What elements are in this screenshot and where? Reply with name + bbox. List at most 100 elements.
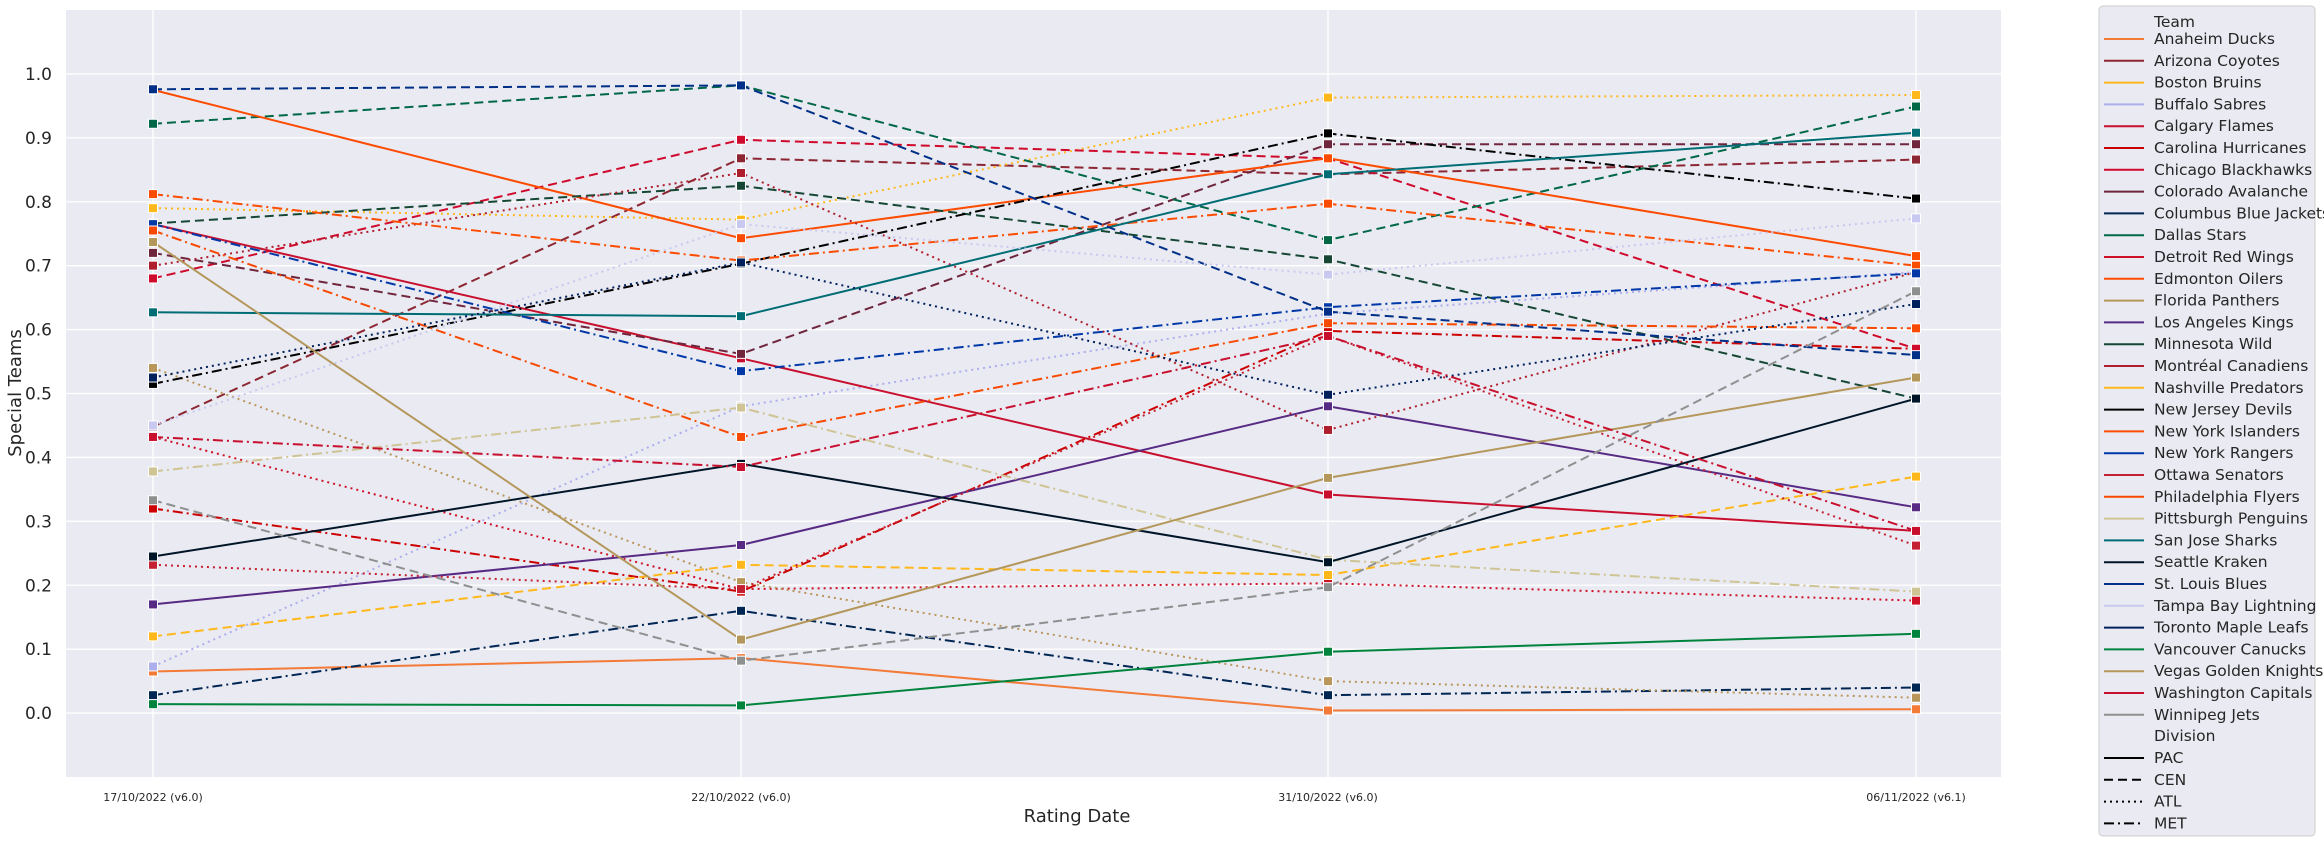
data-point xyxy=(1323,557,1333,568)
series-line xyxy=(152,657,1917,712)
data-point xyxy=(736,366,746,377)
data-point xyxy=(1911,286,1921,297)
series-vancouver-canucks xyxy=(148,628,1921,711)
data-point xyxy=(148,599,158,610)
grid xyxy=(66,10,2001,777)
data-point xyxy=(1911,471,1921,482)
data-point xyxy=(148,225,158,236)
series-st-louis-blues xyxy=(148,80,1921,361)
data-point xyxy=(736,134,746,145)
x-tick-label: 17/10/2022 (v6.0) xyxy=(103,791,202,804)
y-tick-label: 0.5 xyxy=(25,385,52,405)
data-point xyxy=(1323,570,1333,581)
series-line xyxy=(152,366,1917,699)
data-point xyxy=(148,466,158,477)
series-philadelphia-flyers xyxy=(148,225,1921,442)
data-point xyxy=(148,699,158,710)
y-tick-label: 0.1 xyxy=(25,640,52,660)
series-line xyxy=(152,131,1917,318)
data-point xyxy=(1911,90,1921,101)
data-point xyxy=(1323,646,1333,657)
data-point xyxy=(1911,682,1921,693)
data-point xyxy=(148,203,158,214)
legend-label: Vancouver Canucks xyxy=(2154,640,2306,658)
series-toronto-maple-leafs xyxy=(148,257,1921,400)
data-point xyxy=(148,362,158,373)
x-axis-label: Rating Date xyxy=(1024,806,1131,827)
data-point xyxy=(1323,424,1333,435)
legend-label: Philadelphia Flyers xyxy=(2154,488,2300,506)
series-line xyxy=(152,609,1917,697)
series-line xyxy=(152,84,1917,357)
legend-label: Montréal Canadiens xyxy=(2154,357,2308,375)
data-point xyxy=(1323,269,1333,280)
data-point xyxy=(1323,489,1333,500)
series-vegas-golden-knights xyxy=(148,237,1921,645)
data-point xyxy=(1911,127,1921,138)
data-point xyxy=(1323,92,1333,103)
series-line xyxy=(152,436,1917,602)
data-point xyxy=(1911,299,1921,310)
legend-label: St. Louis Blues xyxy=(2154,575,2267,593)
series-line xyxy=(152,138,1917,350)
legend-label: New Jersey Devils xyxy=(2154,401,2292,419)
series-lines xyxy=(148,80,1921,716)
series-columbus-blue-jackets xyxy=(148,605,1921,701)
series-line xyxy=(152,241,1917,641)
series-line xyxy=(152,84,1917,242)
legend-division-label: MET xyxy=(2154,814,2187,832)
legend-label: Edmonton Oilers xyxy=(2154,270,2283,288)
legend-label: New York Rangers xyxy=(2154,444,2293,462)
legend-label: Dallas Stars xyxy=(2154,226,2246,244)
data-point xyxy=(148,260,158,271)
data-point xyxy=(1323,169,1333,180)
data-point xyxy=(1911,213,1921,224)
legend-label: Arizona Coyotes xyxy=(2154,52,2280,70)
y-tick-label: 1.0 xyxy=(25,65,52,85)
legend-label: Carolina Hurricanes xyxy=(2154,139,2306,157)
series-colorado-avalanche xyxy=(148,139,1921,359)
legend-label: Pittsburgh Penguins xyxy=(2154,510,2308,528)
series-line xyxy=(152,217,1917,427)
data-point xyxy=(1911,154,1921,165)
series-line xyxy=(152,406,1917,593)
data-point xyxy=(1911,350,1921,361)
legend-division-title: Division xyxy=(2154,727,2215,745)
series-nashville-predators xyxy=(148,471,1921,642)
data-point xyxy=(736,402,746,413)
data-point xyxy=(148,690,158,701)
data-point xyxy=(736,80,746,91)
data-point xyxy=(1323,676,1333,687)
series-pittsburgh-penguins xyxy=(148,402,1921,597)
legend-label: Seattle Kraken xyxy=(2154,553,2268,571)
data-point xyxy=(148,495,158,506)
series-line xyxy=(152,334,1917,591)
series-line xyxy=(152,223,1917,373)
y-tick-label: 0.3 xyxy=(25,512,52,532)
series-los-angeles-kings xyxy=(148,401,1921,610)
data-point xyxy=(1323,235,1333,246)
y-tick-label: 0.0 xyxy=(25,704,52,724)
series-line xyxy=(152,184,1917,400)
series-line xyxy=(152,261,1917,396)
data-point xyxy=(1911,139,1921,150)
y-tick-label: 0.8 xyxy=(25,193,52,213)
data-point xyxy=(1323,139,1333,150)
data-point xyxy=(736,655,746,666)
y-tick-label: 0.6 xyxy=(25,321,52,341)
y-tick-label: 0.7 xyxy=(25,257,52,277)
data-point xyxy=(736,634,746,645)
data-point xyxy=(148,551,158,562)
data-point xyxy=(148,559,158,570)
series-line xyxy=(152,632,1917,707)
data-point xyxy=(1323,690,1333,701)
data-point xyxy=(1911,251,1921,262)
data-point xyxy=(148,372,158,383)
data-point xyxy=(148,431,158,442)
legend-label: Toronto Maple Leafs xyxy=(2153,619,2309,637)
x-tick-label: 06/11/2022 (v6.1) xyxy=(1866,791,1965,804)
data-point xyxy=(1911,323,1921,334)
series-line xyxy=(152,397,1917,564)
data-point xyxy=(736,153,746,164)
data-point xyxy=(148,307,158,318)
